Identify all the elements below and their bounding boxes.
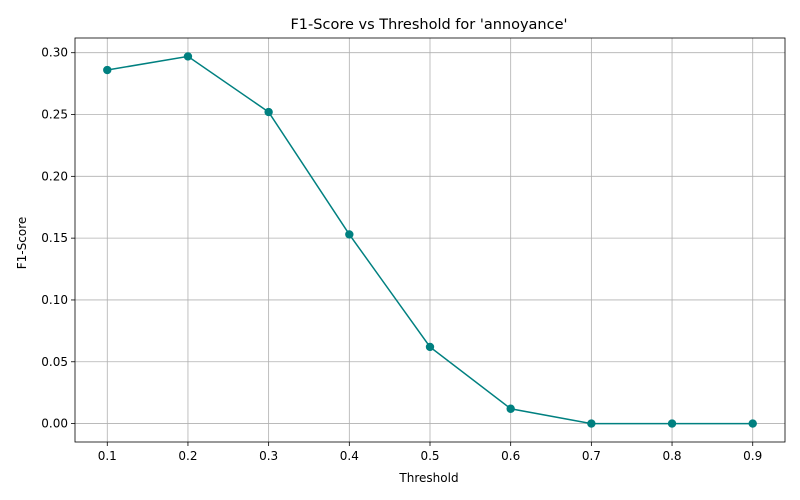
x-axis-label: Threshold — [398, 471, 458, 485]
y-tick-label: 0.20 — [41, 169, 68, 183]
x-tick-label: 0.6 — [501, 449, 520, 463]
y-axis: 0.00 0.05 0.10 0.15 0.20 0.25 0.30 — [41, 46, 75, 431]
data-point — [425, 342, 435, 352]
data-point — [264, 107, 273, 117]
y-tick-label: 0.15 — [41, 231, 68, 245]
x-tick-label: 0.9 — [743, 449, 762, 463]
grid — [75, 38, 785, 442]
y-tick-label: 0.30 — [41, 46, 68, 60]
series-points — [103, 52, 757, 428]
y-tick-label: 0.05 — [41, 355, 68, 369]
data-point — [587, 419, 596, 428]
y-tick-label: 0.10 — [41, 293, 68, 307]
x-tick-label: 0.3 — [259, 449, 278, 463]
data-point — [667, 419, 677, 428]
y-axis-label: F1-Score — [15, 217, 29, 269]
x-tick-label: 0.8 — [662, 449, 681, 463]
y-tick-label: 0.25 — [41, 108, 68, 122]
x-tick-label: 0.4 — [340, 449, 359, 463]
x-tick-label: 0.7 — [582, 449, 601, 463]
x-tick-label: 0.5 — [420, 449, 439, 463]
x-axis: 0.1 0.2 0.3 0.4 0.5 0.6 0.7 0.8 0.9 — [98, 442, 762, 463]
data-point — [183, 52, 193, 61]
data-point — [103, 65, 112, 75]
data-point — [345, 230, 354, 239]
x-tick-label: 0.2 — [178, 449, 197, 463]
y-tick-label: 0.00 — [41, 417, 68, 431]
x-tick-label: 0.1 — [98, 449, 117, 463]
chart-title: F1-Score vs Threshold for 'annoyance' — [290, 17, 567, 33]
data-point — [506, 404, 515, 413]
data-point — [748, 419, 757, 428]
